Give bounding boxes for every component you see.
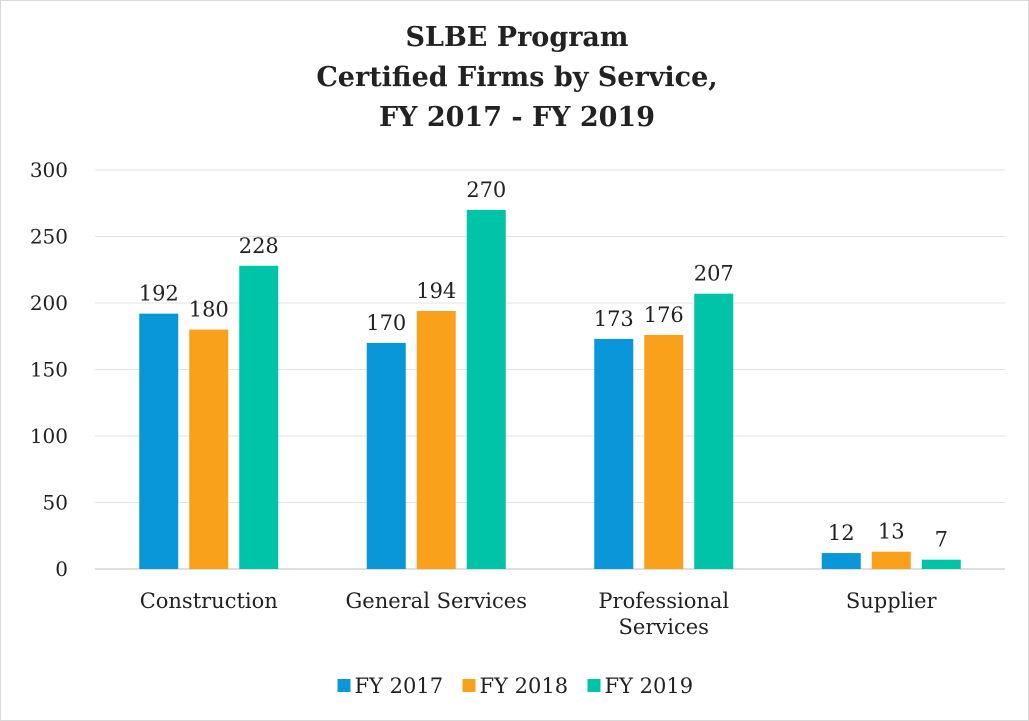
- bar: [239, 265, 279, 569]
- data-label: 180: [189, 298, 229, 322]
- data-label: 12: [828, 521, 855, 545]
- y-tick-label: 150: [30, 358, 68, 382]
- chart-title: FY 2017 - FY 2019: [379, 102, 655, 133]
- bar: [416, 310, 456, 569]
- data-label: 7: [935, 528, 948, 552]
- bar: [921, 559, 961, 569]
- x-tick-label: Construction: [139, 589, 278, 613]
- data-label: 270: [466, 178, 506, 202]
- bar: [694, 293, 734, 569]
- data-label: 176: [644, 303, 684, 327]
- data-label: 194: [416, 279, 456, 303]
- bar: [821, 553, 861, 569]
- legend-label: FY 2018: [480, 674, 569, 698]
- legend-swatch: [587, 679, 601, 692]
- data-label: 192: [139, 282, 179, 306]
- bar: [594, 338, 634, 569]
- bar: [366, 342, 406, 569]
- x-tick-label: Professional Services: [598, 589, 730, 639]
- y-tick-label: 250: [30, 225, 68, 249]
- data-label: 13: [878, 520, 905, 544]
- y-tick-label: 200: [30, 291, 68, 315]
- y-tick-label: 50: [43, 491, 68, 515]
- data-label: 207: [694, 262, 734, 286]
- data-label: 170: [366, 311, 406, 335]
- legend-swatch: [462, 679, 476, 692]
- legend-swatch: [337, 679, 351, 692]
- bar: [644, 334, 684, 569]
- y-tick-label: 100: [30, 424, 68, 448]
- data-label: 228: [239, 234, 279, 258]
- y-tick-label: 0: [55, 557, 68, 581]
- bar: [139, 313, 179, 569]
- bar: [871, 551, 911, 569]
- chart-title: SLBE Program: [406, 22, 629, 53]
- legend-label: FY 2019: [605, 674, 694, 698]
- y-tick-label: 300: [30, 158, 68, 182]
- legend-label: FY 2017: [355, 674, 444, 698]
- chart-title: Certified Firms by Service,: [316, 62, 717, 93]
- bar: [466, 209, 506, 569]
- bar: [189, 329, 229, 569]
- data-label: 173: [594, 307, 634, 331]
- x-tick-label: Supplier: [845, 589, 937, 613]
- x-tick-label: General Services: [345, 589, 527, 613]
